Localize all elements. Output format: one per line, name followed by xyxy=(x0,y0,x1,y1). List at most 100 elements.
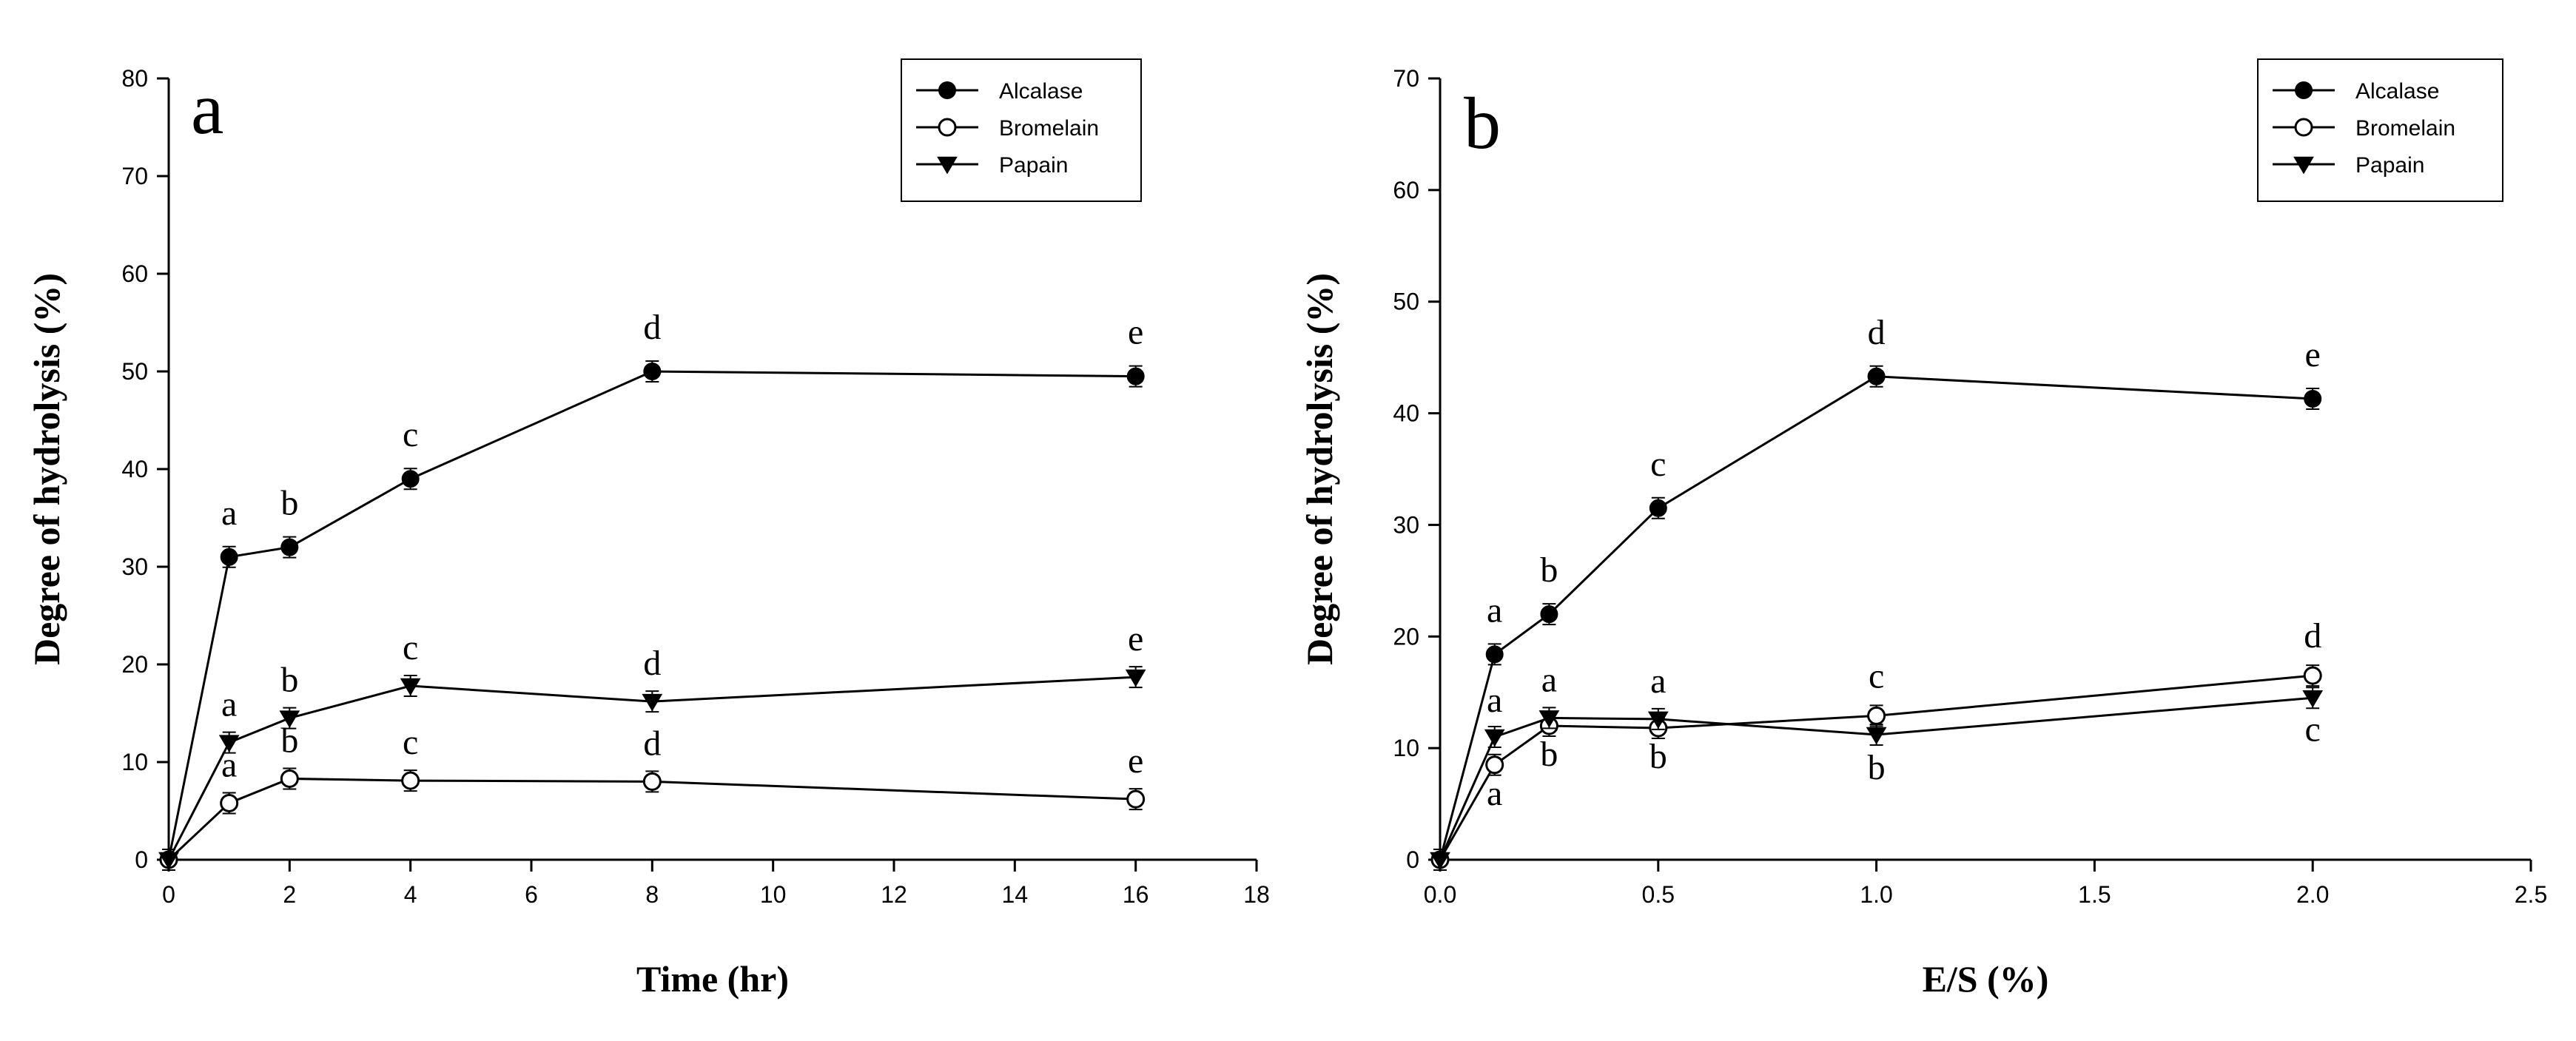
significance-label: c xyxy=(403,723,418,762)
series-line-papain xyxy=(1439,696,2313,860)
significance-label: a xyxy=(1541,660,1557,699)
legend-label: Papain xyxy=(999,153,1068,178)
data-point xyxy=(1126,789,1146,809)
y-tick-label: 50 xyxy=(1393,289,1419,315)
significance-label: a xyxy=(221,493,237,533)
significance-label: b xyxy=(280,484,298,523)
significance-label: b xyxy=(1540,735,1558,774)
series-line-alcalase xyxy=(167,370,1136,860)
x-tick-label: 0.0 xyxy=(1424,881,1456,908)
legend-label: Alcalase xyxy=(2355,79,2439,104)
data-point xyxy=(2302,690,2324,708)
data-point xyxy=(643,363,662,380)
y-tick-label: 0 xyxy=(135,846,148,873)
x-axis-title: E/S (%) xyxy=(1923,958,2049,1000)
x-tick-label: 0.5 xyxy=(1642,881,1675,908)
legend-box xyxy=(901,58,1142,202)
y-tick-label: 20 xyxy=(1393,623,1419,650)
series-bromelain: ab c d e xyxy=(159,721,1146,871)
significance-label: b xyxy=(1868,748,1886,787)
x-tick-label: 12 xyxy=(881,881,907,908)
data-point xyxy=(1866,727,1887,745)
data-point xyxy=(158,852,179,870)
significance-label: a xyxy=(1650,661,1666,701)
x-tick-label: 14 xyxy=(1002,881,1029,908)
data-point xyxy=(1485,755,1504,775)
data-point xyxy=(1867,706,1886,725)
data-point xyxy=(280,769,299,788)
y-tick-label: 40 xyxy=(1393,400,1419,427)
data-point xyxy=(1540,605,1558,624)
x-tick-label: 2.0 xyxy=(2296,881,2329,908)
legend-label: Bromelain xyxy=(2355,116,2455,141)
y-tick-label: 80 xyxy=(121,65,148,92)
y-axis-title: Degree of hydrolysis (%) xyxy=(1299,273,1340,665)
panel-letter: b xyxy=(1464,82,1501,164)
x-tick-label: 2 xyxy=(283,881,296,908)
significance-label: a xyxy=(1487,774,1502,813)
series-line-bromelain xyxy=(167,777,1136,861)
legend-label: Bromelain xyxy=(999,116,1099,141)
data-point xyxy=(642,772,662,791)
legend-item: Papain xyxy=(2273,153,2424,178)
y-tick-label: 20 xyxy=(121,651,148,678)
legend-item: Alcalase xyxy=(2273,79,2439,104)
x-axis-title: Time (hr) xyxy=(636,958,789,1000)
data-point xyxy=(1484,729,1505,747)
data-point xyxy=(280,538,299,556)
significance-label: a xyxy=(1487,681,1502,720)
legend-label: Papain xyxy=(2355,153,2424,178)
x-tick-label: 2.5 xyxy=(2515,881,2547,908)
y-tick-label: 30 xyxy=(1393,511,1419,538)
significance-label: d xyxy=(643,724,661,763)
data-point xyxy=(1126,367,1145,385)
x-tick-label: 1.5 xyxy=(2078,881,2111,908)
significance-label: d xyxy=(643,644,661,683)
significance-label: c xyxy=(403,628,418,667)
y-tick-label: 60 xyxy=(121,260,148,287)
x-tick-label: 8 xyxy=(645,881,659,908)
significance-label: b xyxy=(1540,550,1558,590)
legend-marker xyxy=(938,81,956,99)
series-line-papain xyxy=(167,676,1136,860)
significance-label: e xyxy=(1128,741,1143,781)
x-tick-label: 10 xyxy=(760,881,787,908)
x-tick-label: 0 xyxy=(162,881,175,908)
x-tick-label: 16 xyxy=(1123,881,1149,908)
data-point xyxy=(1647,711,1669,730)
y-tick-label: 30 xyxy=(121,553,148,580)
x-tick-label: 1.0 xyxy=(1860,881,1892,908)
data-point xyxy=(220,793,239,812)
significance-label: d xyxy=(2304,616,2321,656)
legend-marker xyxy=(2294,118,2313,137)
significance-label: a xyxy=(1487,590,1502,630)
legend: Alcalase Bromelain Papain xyxy=(901,58,1142,202)
series-papain: aa abc xyxy=(1430,660,2324,871)
y-tick-label: 10 xyxy=(1393,735,1419,761)
legend-label: Alcalase xyxy=(999,79,1083,104)
significance-label: a xyxy=(221,685,237,724)
y-tick-label: 60 xyxy=(1393,177,1419,203)
x-tick-label: 4 xyxy=(404,881,417,908)
legend-marker xyxy=(938,118,957,137)
panel-b: 0 10 20 30 40 50 60 70 0.0 0.5 1.0 1.5 2.0 2.5 Degree … xyxy=(1299,58,2547,1000)
data-point xyxy=(1538,710,1560,728)
series-line-bromelain xyxy=(1439,674,2313,860)
legend-marker xyxy=(2295,81,2313,99)
x-tick-label: 18 xyxy=(1243,881,1270,908)
significance-label: c xyxy=(1869,656,1884,695)
data-point xyxy=(279,710,300,728)
data-point xyxy=(1485,645,1504,664)
significance-label: b xyxy=(280,661,298,700)
data-point xyxy=(400,678,421,696)
data-point xyxy=(1125,669,1146,687)
y-tick-label: 70 xyxy=(1393,65,1419,92)
y-tick-label: 0 xyxy=(1406,846,1419,873)
y-tick-label: 40 xyxy=(121,456,148,482)
legend-item: Alcalase xyxy=(916,79,1083,104)
legend: Alcalase Bromelain Papain xyxy=(2257,58,2503,202)
significance-label: e xyxy=(2305,335,2321,374)
